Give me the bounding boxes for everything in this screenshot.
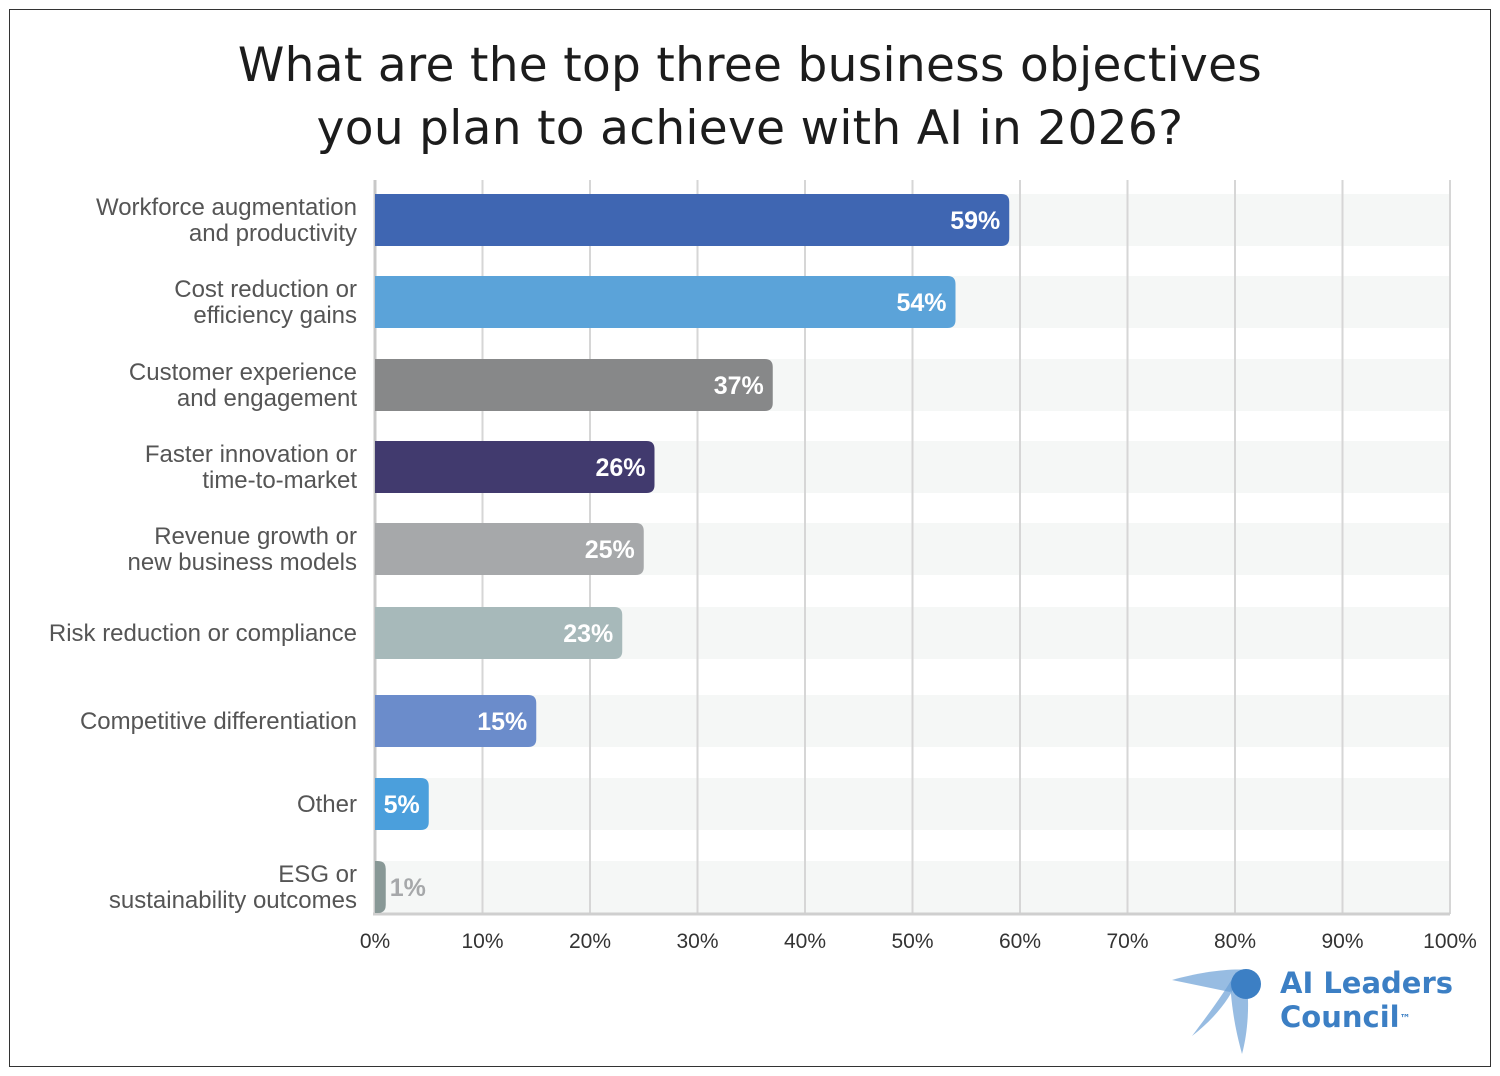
data-label: 23% [563, 620, 613, 648]
x-tick-label: 90% [1321, 930, 1363, 953]
x-tick-label: 100% [1423, 930, 1477, 953]
logo: AI Leaders Council™ [1170, 962, 1470, 1062]
bar [375, 523, 644, 575]
logo-mark-icon [1172, 969, 1261, 1054]
category-label: Competitive differentiation [80, 708, 357, 735]
bar [375, 607, 623, 659]
category-label-line: efficiency gains [193, 302, 357, 329]
category-label: Other [297, 791, 357, 818]
title-line-1: What are the top three business objectiv… [237, 38, 1263, 93]
category-label: Risk reduction or compliance [49, 620, 357, 647]
logo-text: AI Leaders Council™ [1280, 966, 1453, 1034]
category-label-line: Customer experience [129, 359, 357, 386]
data-label: 59% [950, 207, 1000, 235]
category-label: Cost reduction or efficiency gains [174, 276, 357, 329]
bar [375, 778, 429, 830]
x-tick-label: 40% [784, 930, 826, 953]
bar [375, 359, 773, 411]
category-label-line: Cost reduction or [174, 276, 357, 303]
chart-title: What are the top three business objectiv… [0, 34, 1500, 160]
category-label: Workforce augmentation and productivity [96, 194, 357, 247]
x-tick-label: 0% [360, 930, 390, 953]
x-tick-label: 60% [999, 930, 1041, 953]
x-tick-label: 80% [1214, 930, 1256, 953]
category-label: Customer experience and engagement [129, 359, 357, 412]
logo-line-1: AI Leaders [1280, 966, 1454, 1000]
x-tick-label: 50% [891, 930, 933, 953]
category-label: Revenue growth or new business models [128, 523, 357, 576]
category-label: Faster innovation or time-to-market [145, 441, 357, 494]
category-label-line: Revenue growth or [154, 523, 357, 550]
x-tick-label: 30% [676, 930, 718, 953]
data-label: 15% [477, 708, 527, 736]
logo-line-2: Council™ [1280, 1000, 1453, 1034]
data-label: 1% [390, 874, 426, 902]
category-label-line: time-to-market [202, 467, 357, 494]
category-label-line: and engagement [177, 385, 357, 412]
category-label-line: new business models [128, 549, 357, 576]
trademark: ™ [1399, 1012, 1411, 1025]
category-label-line: Faster innovation or [145, 441, 357, 468]
data-label: 25% [585, 536, 635, 564]
category-label-line: ESG or [278, 861, 357, 888]
bar [375, 276, 956, 328]
category-label-line: Competitive differentiation [80, 708, 357, 735]
category-label-line: Other [297, 791, 357, 818]
bar [375, 695, 537, 747]
title-line-2: you plan to achieve with AI in 2026? [316, 101, 1184, 156]
bar [375, 861, 386, 913]
x-tick-label: 10% [461, 930, 503, 953]
category-label-line: Risk reduction or compliance [49, 620, 357, 647]
x-tick-label: 20% [569, 930, 611, 953]
logo-line-2-text: Council [1280, 1000, 1400, 1034]
bar [375, 194, 1010, 246]
data-label: 54% [896, 289, 946, 317]
category-label: ESG or sustainability outcomes [109, 861, 357, 914]
bar [375, 441, 655, 493]
frame-border [9, 9, 1491, 1067]
category-label-line: and productivity [189, 220, 357, 247]
category-label-line: Workforce augmentation [96, 194, 357, 221]
category-label-line: sustainability outcomes [109, 887, 357, 914]
x-tick-label: 70% [1106, 930, 1148, 953]
data-label: 5% [384, 791, 420, 819]
data-label: 37% [714, 372, 764, 400]
data-label: 26% [595, 454, 645, 482]
